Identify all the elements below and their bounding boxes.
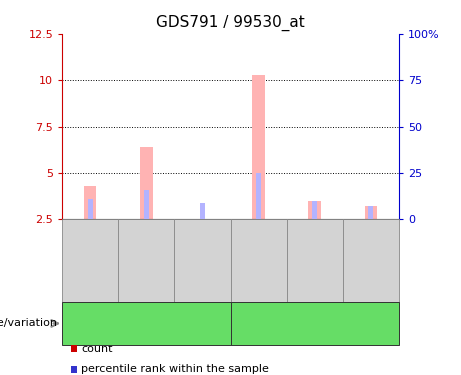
Title: GDS791 / 99530_at: GDS791 / 99530_at	[156, 15, 305, 31]
Text: genotype/variation: genotype/variation	[0, 318, 58, 328]
Bar	[308, 201, 321, 219]
Bar	[84, 186, 96, 219]
Bar	[144, 190, 148, 219]
Bar	[88, 199, 93, 219]
Text: estrogen receptor beta
knockout: estrogen receptor beta knockout	[246, 309, 383, 338]
Bar	[140, 147, 153, 219]
Text: count: count	[81, 344, 112, 354]
Text: GSM16993: GSM16993	[310, 230, 319, 291]
Bar	[252, 75, 265, 219]
Text: GSM16994: GSM16994	[366, 230, 376, 291]
Text: wild type: wild type	[119, 317, 173, 330]
Text: GSM16990: GSM16990	[142, 230, 151, 291]
Bar	[200, 202, 205, 219]
Text: GSM16992: GSM16992	[254, 230, 264, 291]
Text: percentile rank within the sample: percentile rank within the sample	[81, 364, 269, 374]
Text: GSM16989: GSM16989	[85, 230, 95, 291]
Bar	[256, 173, 261, 219]
Bar	[368, 206, 373, 219]
Bar	[365, 206, 377, 219]
Bar	[313, 201, 317, 219]
Text: GSM16991: GSM16991	[197, 230, 207, 291]
